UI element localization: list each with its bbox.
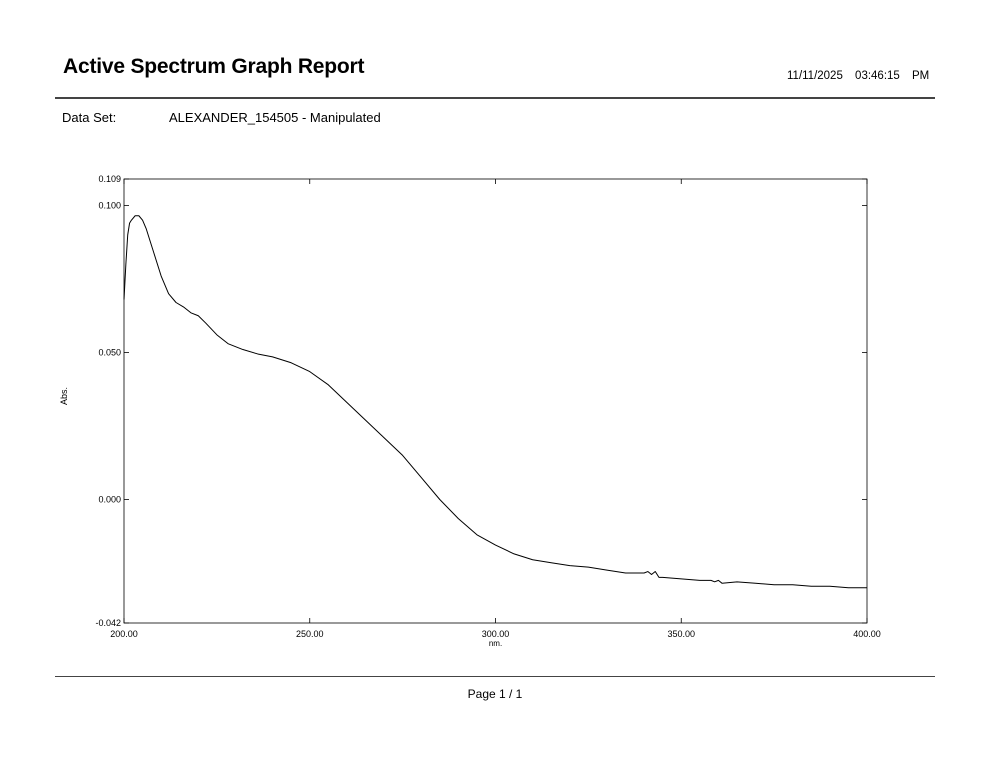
dataset-label: Data Set: (62, 110, 117, 125)
y-axis-label: Abs. (59, 387, 69, 405)
footer-divider (55, 676, 935, 677)
report-title: Active Spectrum Graph Report (63, 55, 365, 78)
x-tick-label: 200.00 (110, 629, 138, 639)
x-tick-label: 350.00 (667, 629, 695, 639)
header-divider (55, 97, 935, 99)
plot-frame (123, 178, 868, 624)
spectrum-line (123, 215, 867, 589)
dataset-value: ALEXANDER_154505 - Manipulated (169, 110, 381, 125)
x-tick-label: 250.00 (296, 629, 324, 639)
report-datetime: 11/11/2025 03:46:15 PM (787, 70, 930, 82)
x-tick-label: 300.00 (482, 629, 510, 639)
x-tick-label: 400.00 (853, 629, 881, 639)
y-tick-label: -0.042 (95, 618, 121, 628)
y-tick-label: 0.050 (98, 347, 121, 357)
y-tick-label: 0.000 (98, 495, 121, 505)
page-number: Page 1 / 1 (467, 687, 523, 701)
y-tick-label: 0.109 (98, 174, 121, 184)
chart-plot-area: 200.00 250.00 300.00 350.00 400.00 -0.042 0.00… (59, 174, 881, 648)
y-tick-label: 0.100 (98, 200, 121, 210)
x-axis-label: nm. (489, 639, 502, 648)
